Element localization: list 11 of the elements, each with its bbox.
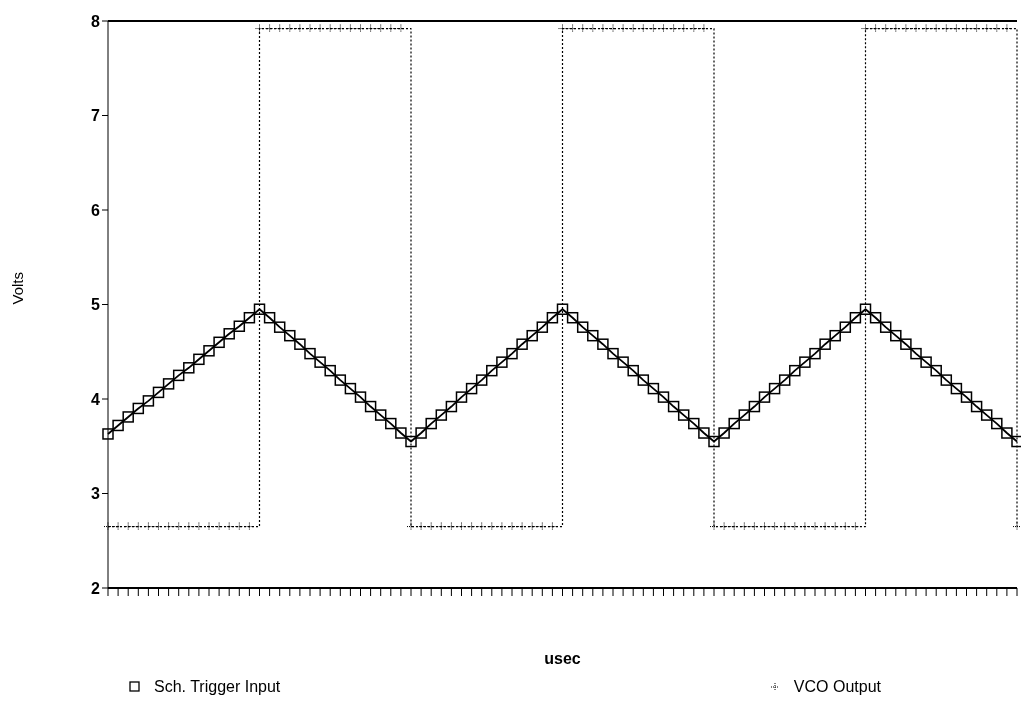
y-tick-label: 3 xyxy=(91,485,101,503)
y-tick-label: 8 xyxy=(91,12,101,30)
x-axis-title: usec xyxy=(544,650,581,667)
y-tick-label: 6 xyxy=(91,201,101,219)
y-tick-label: 7 xyxy=(91,107,101,125)
legend-label: VCO Output xyxy=(793,678,881,696)
y-axis-title: Volts xyxy=(9,271,27,305)
legend-label: Sch. Trigger Input xyxy=(154,678,281,696)
y-tick-label: 5 xyxy=(91,296,101,314)
y-tick-label: 4 xyxy=(91,390,101,408)
y-tick-label: 2 xyxy=(91,579,101,597)
